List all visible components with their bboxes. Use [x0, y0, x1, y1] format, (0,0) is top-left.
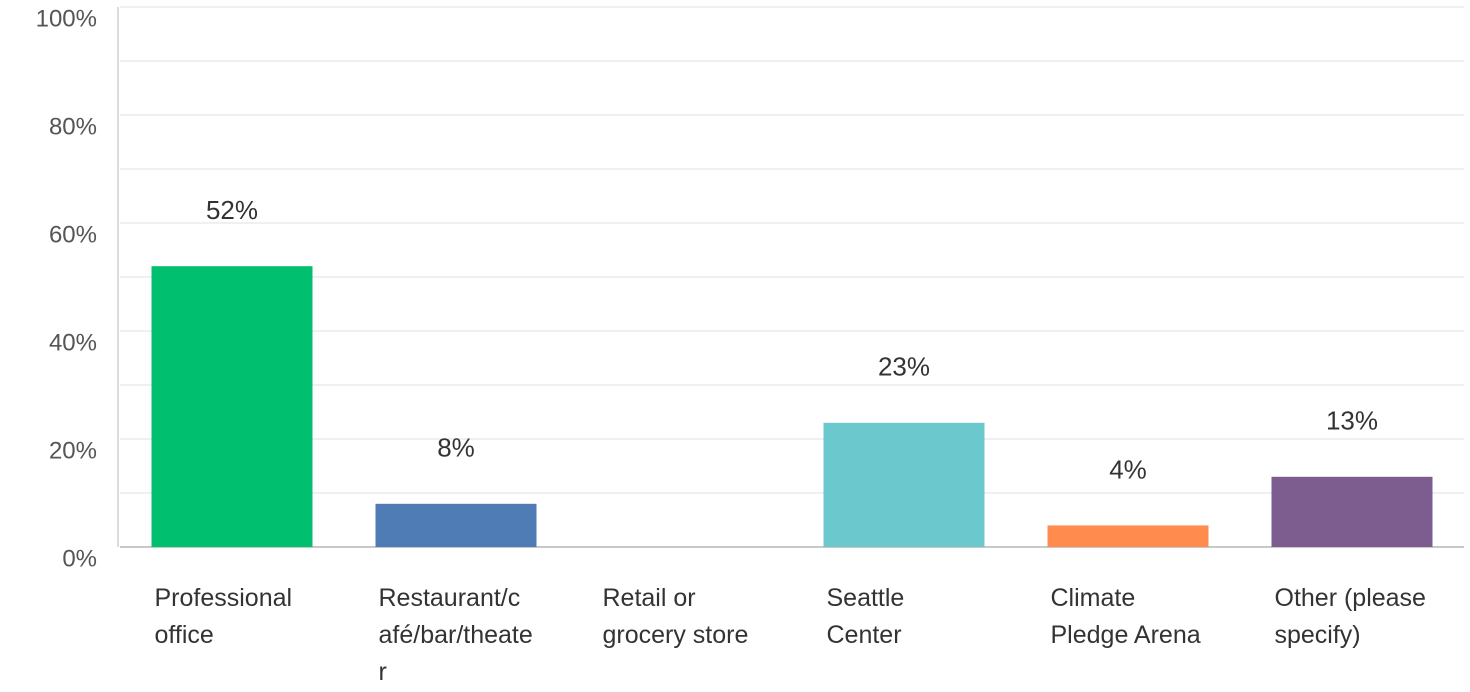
y-tick-label: 20% [49, 437, 97, 464]
data-label: 23% [878, 352, 930, 382]
data-label: 13% [1326, 406, 1378, 436]
bar [375, 503, 537, 547]
x-tick-label-box: Climate Pledge Arena [1016, 580, 1240, 654]
x-tick-label: Retail or grocery store [602, 584, 749, 649]
x-tick-label: Other (please specify) [1274, 584, 1426, 649]
data-label: 8% [437, 433, 475, 463]
x-tick-label: Professional office [154, 584, 293, 649]
x-tick-label: Restaurant/café/bar/theater [378, 584, 533, 686]
y-tick-label: 40% [49, 329, 97, 356]
bar [1271, 476, 1433, 547]
data-label: 52% [206, 195, 258, 225]
x-tick-label-box: Other (please specify) [1240, 580, 1464, 654]
x-tick-label: Seattle Center [826, 584, 905, 649]
bar [1047, 525, 1209, 547]
y-tick-label: 100% [36, 5, 97, 32]
x-tick-label: Climate Pledge Arena [1050, 584, 1201, 649]
x-tick-label-box: Seattle Center [792, 580, 1016, 654]
x-tick-label-box: Retail or grocery store [568, 580, 792, 654]
data-label: 4% [1109, 454, 1147, 484]
bar [823, 422, 985, 547]
y-tick-label: 80% [49, 113, 97, 140]
y-tick-label: 0% [62, 545, 97, 572]
x-tick-label-box: Professional office [120, 580, 344, 654]
x-tick-label-box: Restaurant/café/bar/theater [344, 580, 568, 691]
bar [151, 266, 313, 547]
y-tick-label: 60% [49, 221, 97, 248]
